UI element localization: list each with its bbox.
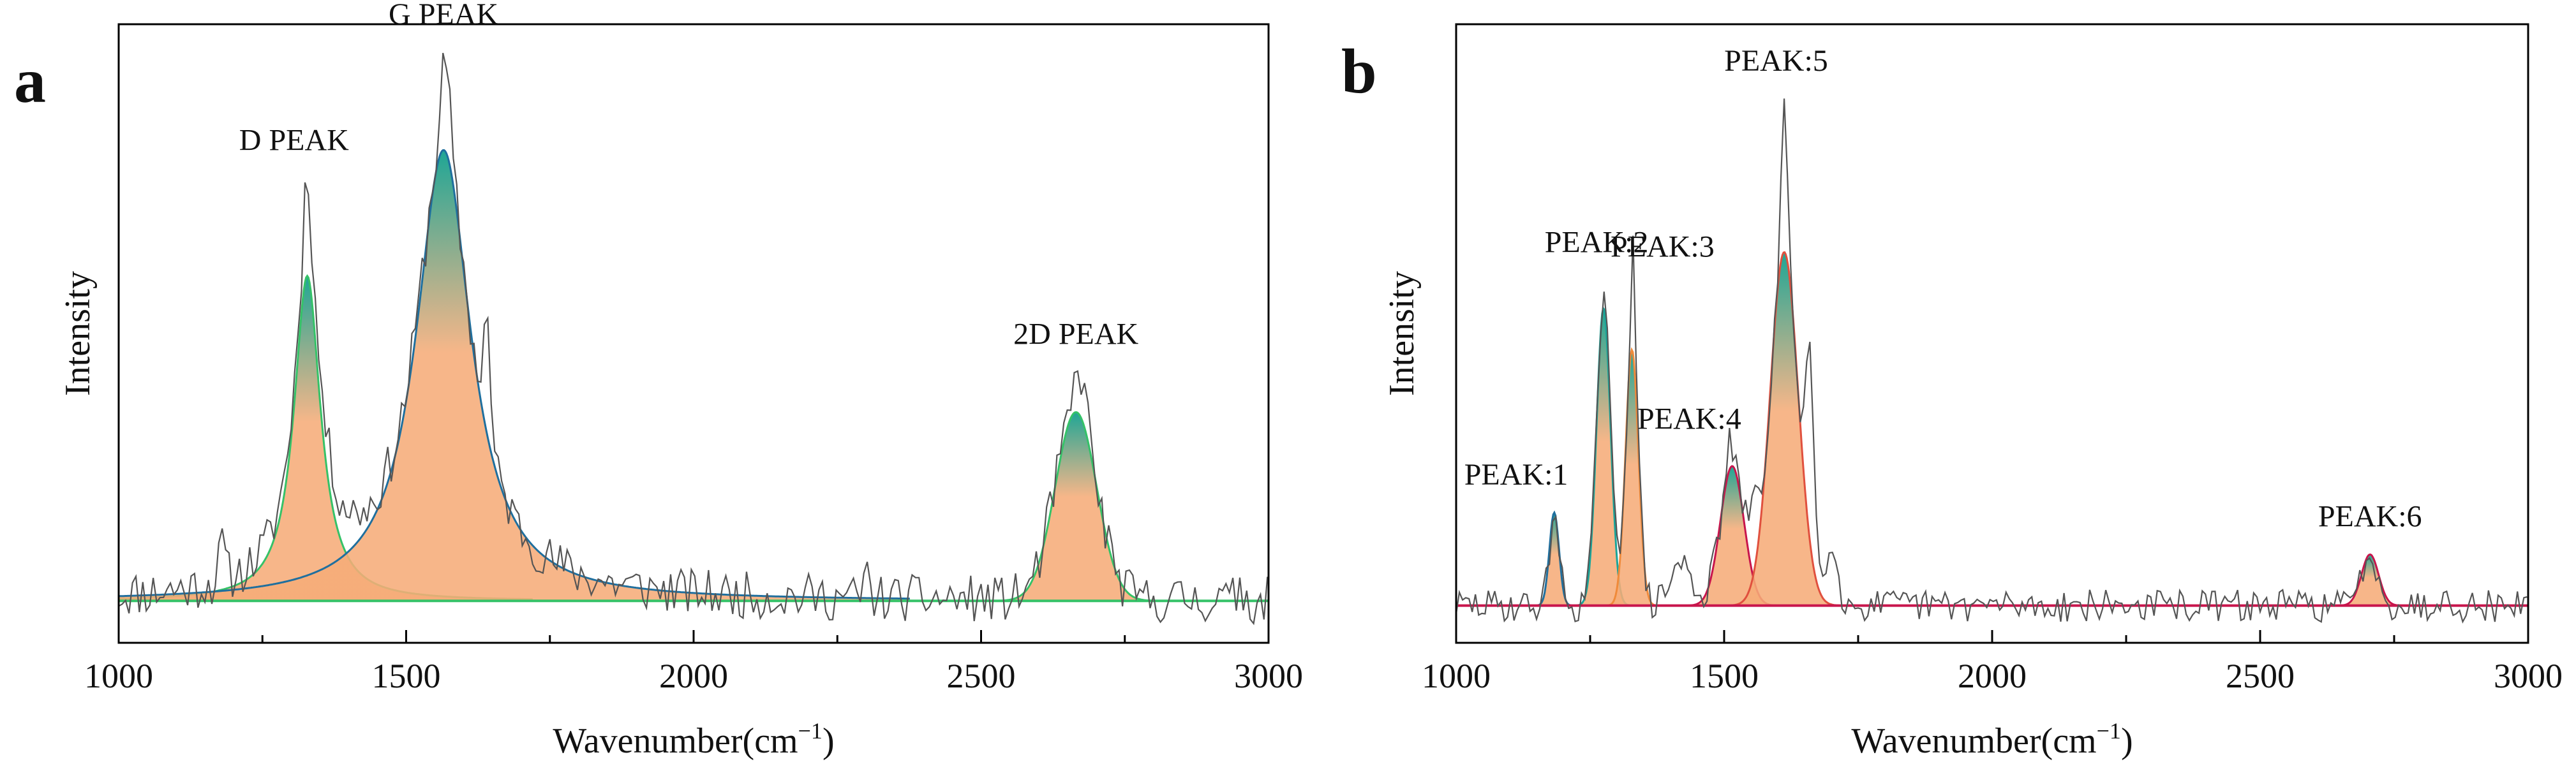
peak-label-1: PEAK:1	[1464, 458, 1568, 492]
peak-fill-3	[1605, 349, 1659, 606]
raw-spectrum-line	[1455, 98, 2528, 624]
peak-label-6: PEAK:6	[2318, 500, 2422, 534]
peak-label-1: D PEAK	[239, 123, 349, 157]
peak-fill-2	[1574, 308, 1633, 606]
peak-label-5: PEAK:5	[1724, 44, 1828, 78]
peak-fill-1	[119, 275, 533, 601]
peak-fit-line-3	[1605, 347, 1659, 607]
panel-b: b 1000 1500 2000 2500 3000 Intensity Wavenum…	[1341, 23, 2563, 761]
peak-fill-1	[1534, 512, 1575, 606]
peak-label-4: PEAK:4	[1637, 402, 1741, 436]
x-tick-label: 2000	[659, 657, 728, 695]
x-tick-label: 1500	[1690, 657, 1759, 695]
panel-b-plot-area	[1455, 98, 2528, 624]
x-tick-label: 1500	[372, 657, 441, 695]
panel-b-letter: b	[1341, 36, 1377, 106]
peak-fill-4	[1683, 466, 1782, 606]
panel-a-x-ticks: 1000 1500 2000 2500 3000	[84, 630, 1303, 695]
x-tick-label: 1000	[1422, 657, 1491, 695]
x-tick-label: 3000	[2494, 657, 2563, 695]
peak-fill-2	[119, 150, 911, 601]
raw-spectrum-line	[118, 52, 1269, 626]
panel-a-xlabel: Wavenumber(cm−1)	[553, 718, 834, 761]
peak-fill-3	[988, 412, 1163, 601]
x-tick-label: 1000	[84, 657, 153, 695]
x-tick-label: 3000	[1234, 657, 1303, 695]
peak-label-2: G PEAK	[389, 0, 498, 31]
peak-label-3: 2D PEAK	[1013, 317, 1138, 351]
peak-fit-line-5	[1725, 251, 1843, 607]
panel-a-peak-labels: D PEAK G PEAK 2D PEAK	[239, 0, 1139, 351]
panel-a-letter: a	[14, 45, 46, 116]
peak-fill-6	[2334, 554, 2406, 606]
x-tick-label: 2500	[947, 657, 1016, 695]
panel-b-x-ticks: 1000 1500 2000 2500 3000	[1422, 630, 2563, 695]
panel-a: a 1000 1500 2000 2500 3000 Intensity Wavenum…	[14, 0, 1303, 761]
peak-fill-5	[1725, 252, 1843, 606]
peak-label-2: PEAK:2	[1545, 225, 1649, 259]
x-tick-label: 2500	[2226, 657, 2295, 695]
panel-a-plot-area	[118, 52, 1269, 626]
peak-label-3: PEAK:3	[1611, 230, 1715, 264]
panel-b-ylabel: Intensity	[1382, 271, 1422, 396]
peak-fit-line-2	[118, 149, 910, 600]
x-tick-label: 2000	[1958, 657, 2027, 695]
panel-a-ylabel: Intensity	[58, 271, 98, 396]
panel-b-xlabel: Wavenumber(cm−1)	[1851, 718, 2133, 761]
